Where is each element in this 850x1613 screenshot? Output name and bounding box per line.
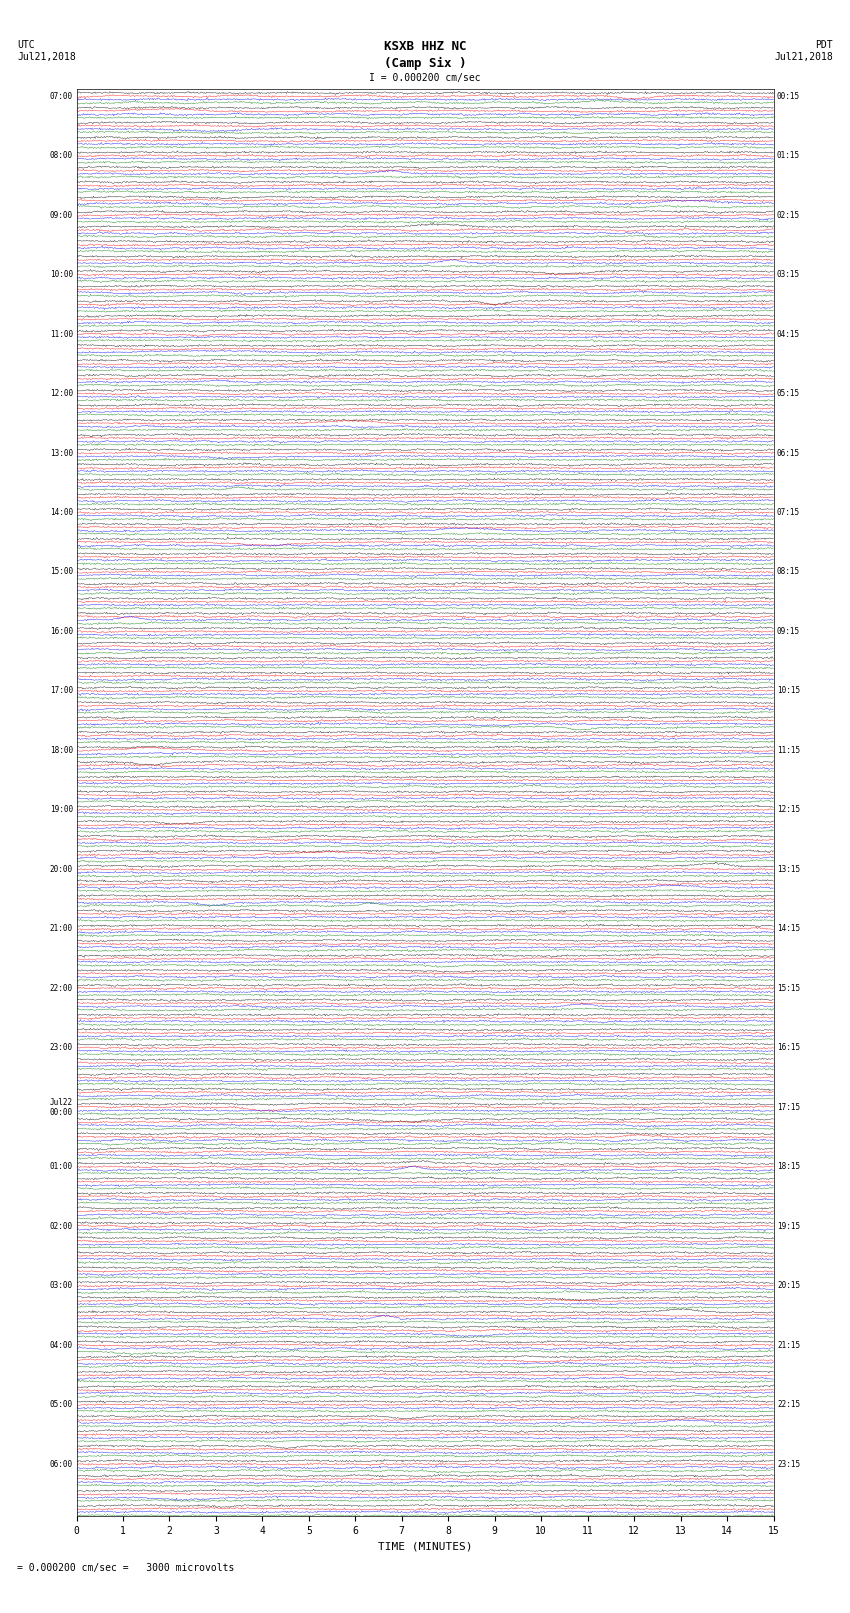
Text: 07:15: 07:15 xyxy=(777,508,800,518)
Text: 18:15: 18:15 xyxy=(777,1163,800,1171)
Text: 08:00: 08:00 xyxy=(50,152,73,160)
Text: 02:00: 02:00 xyxy=(50,1221,73,1231)
Text: 17:15: 17:15 xyxy=(777,1103,800,1111)
Text: 21:00: 21:00 xyxy=(50,924,73,934)
Text: 15:00: 15:00 xyxy=(50,568,73,576)
Text: 13:00: 13:00 xyxy=(50,448,73,458)
Text: 23:15: 23:15 xyxy=(777,1460,800,1469)
Text: Jul21,2018: Jul21,2018 xyxy=(774,52,833,61)
Text: 20:00: 20:00 xyxy=(50,865,73,874)
Text: 06:00: 06:00 xyxy=(50,1460,73,1469)
Text: 22:00: 22:00 xyxy=(50,984,73,994)
Text: 20:15: 20:15 xyxy=(777,1281,800,1290)
Text: 21:15: 21:15 xyxy=(777,1340,800,1350)
Text: 18:00: 18:00 xyxy=(50,745,73,755)
Text: 17:00: 17:00 xyxy=(50,687,73,695)
Text: 13:15: 13:15 xyxy=(777,865,800,874)
Text: 07:00: 07:00 xyxy=(50,92,73,100)
Text: 11:15: 11:15 xyxy=(777,745,800,755)
Text: 05:15: 05:15 xyxy=(777,389,800,398)
Text: 06:15: 06:15 xyxy=(777,448,800,458)
Text: 00:15: 00:15 xyxy=(777,92,800,100)
Text: 22:15: 22:15 xyxy=(777,1400,800,1410)
Text: 15:15: 15:15 xyxy=(777,984,800,994)
Text: 04:00: 04:00 xyxy=(50,1340,73,1350)
Text: 23:00: 23:00 xyxy=(50,1044,73,1052)
Text: 08:15: 08:15 xyxy=(777,568,800,576)
Text: 01:15: 01:15 xyxy=(777,152,800,160)
Text: Jul21,2018: Jul21,2018 xyxy=(17,52,76,61)
Text: 09:00: 09:00 xyxy=(50,211,73,219)
Text: UTC: UTC xyxy=(17,40,35,50)
Text: 16:15: 16:15 xyxy=(777,1044,800,1052)
X-axis label: TIME (MINUTES): TIME (MINUTES) xyxy=(377,1542,473,1552)
Text: 01:00: 01:00 xyxy=(50,1163,73,1171)
Text: 11:00: 11:00 xyxy=(50,329,73,339)
Text: 05:00: 05:00 xyxy=(50,1400,73,1410)
Text: = 0.000200 cm/sec =   3000 microvolts: = 0.000200 cm/sec = 3000 microvolts xyxy=(17,1563,235,1573)
Text: KSXB HHZ NC: KSXB HHZ NC xyxy=(383,40,467,53)
Text: 10:15: 10:15 xyxy=(777,687,800,695)
Text: 19:15: 19:15 xyxy=(777,1221,800,1231)
Text: 19:00: 19:00 xyxy=(50,805,73,815)
Text: Jul22
00:00: Jul22 00:00 xyxy=(50,1097,73,1116)
Text: (Camp Six ): (Camp Six ) xyxy=(383,56,467,69)
Text: 04:15: 04:15 xyxy=(777,329,800,339)
Text: 12:00: 12:00 xyxy=(50,389,73,398)
Text: 03:15: 03:15 xyxy=(777,269,800,279)
Text: 10:00: 10:00 xyxy=(50,269,73,279)
Text: 03:00: 03:00 xyxy=(50,1281,73,1290)
Text: 14:00: 14:00 xyxy=(50,508,73,518)
Text: 12:15: 12:15 xyxy=(777,805,800,815)
Text: 02:15: 02:15 xyxy=(777,211,800,219)
Text: PDT: PDT xyxy=(815,40,833,50)
Text: 14:15: 14:15 xyxy=(777,924,800,934)
Text: I = 0.000200 cm/sec: I = 0.000200 cm/sec xyxy=(369,73,481,82)
Text: 09:15: 09:15 xyxy=(777,627,800,636)
Text: 16:00: 16:00 xyxy=(50,627,73,636)
